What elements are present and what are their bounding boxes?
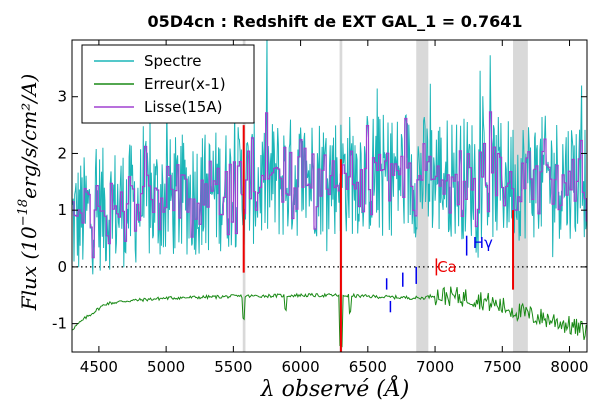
svg-text:Flux (10−18erg/s/cm²/A): Flux (10−18erg/s/cm²/A) <box>16 74 41 312</box>
x-tick-label: 5500 <box>214 358 252 376</box>
legend-label: Spectre <box>144 52 201 70</box>
y-axis-label-main: Flux (10 <box>17 226 41 311</box>
legend: Spectre Erreur(x-1) Lisse(15A) <box>81 44 255 124</box>
annotation-label-2: Hγ <box>473 234 493 252</box>
x-axis-label: λ observé (Å) <box>260 374 410 400</box>
legend-label: Lisse(15A) <box>144 98 222 116</box>
x-tick-label: 7500 <box>483 358 521 376</box>
chart-title: 05D4cn : Redshift de EXT GAL_1 = 0.7641 <box>147 12 522 31</box>
x-tick-label: 8000 <box>550 358 588 376</box>
spectrum-series <box>72 40 587 275</box>
x-tick-label: 4500 <box>80 358 118 376</box>
error-series <box>72 286 587 348</box>
y-tick-label: 0 <box>57 258 67 276</box>
y-axis-label-units: erg/s/cm²/A) <box>17 74 41 199</box>
plot-content <box>72 40 587 352</box>
annotation-label-1: Ca <box>437 258 457 276</box>
y-axis-label-exponent: −18 <box>16 199 31 226</box>
y-axis-label: Flux (10−18erg/s/cm²/A) <box>16 74 41 312</box>
y-tick-label: 2 <box>57 144 67 162</box>
y-tick-label: 3 <box>57 88 67 106</box>
x-tick-label: 7000 <box>416 358 454 376</box>
y-tick-label: -1 <box>52 315 67 333</box>
y-tick-label: 1 <box>57 201 67 219</box>
x-tick-label: 6000 <box>281 358 319 376</box>
legend-label: Erreur(x-1) <box>144 75 226 93</box>
plot-area: Ca Hγ <box>72 40 587 352</box>
x-tick-label: 5000 <box>147 358 185 376</box>
x-tick-label: 6500 <box>349 358 387 376</box>
smoothed-series <box>72 111 587 259</box>
axes: 4500 5000 5500 6000 6500 7000 7500 8000 -1 0 1 2 3 <box>52 39 589 376</box>
plot-frame <box>71 39 588 353</box>
